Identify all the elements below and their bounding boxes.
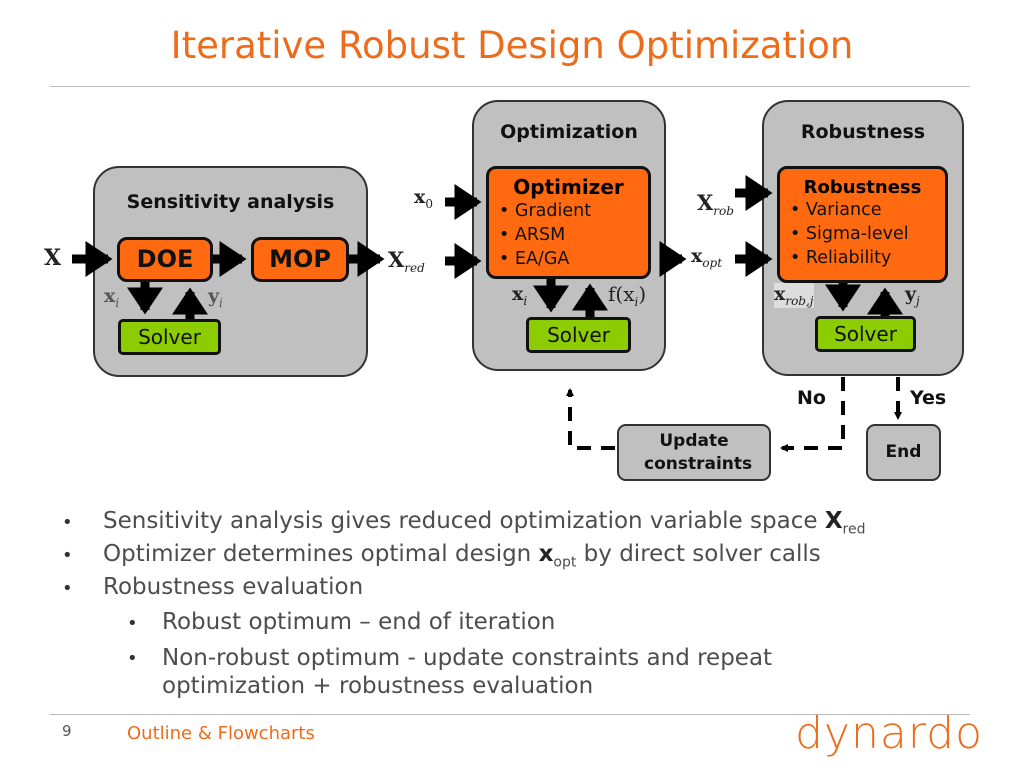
bullet-item: • Robustness evaluation [62, 574, 364, 600]
footer-section: Outline & Flowcharts [127, 723, 315, 744]
optimizer-item: • ARSM [499, 225, 566, 245]
optimizer-title: Optimizer [513, 175, 624, 199]
sub-bullet-item: • Non-robust optimum - update constraints… [127, 645, 773, 699]
no-label: No [797, 387, 826, 409]
opt-xi-label: xi [512, 283, 528, 308]
bullet-item: • Sensitivity analysis gives reduced opti… [62, 508, 866, 538]
yi-label: yi [208, 285, 223, 310]
page-number: 9 [62, 722, 72, 740]
footer-divider [50, 714, 970, 715]
robustness-item: • Variance [790, 200, 882, 220]
robustness-title: Robustness [800, 121, 926, 143]
optimization-title: Optimization [500, 121, 638, 143]
dynardo-logo: dynardo [795, 708, 983, 759]
xrob-label: Xrob [697, 190, 734, 219]
optimizer-block: Optimizer • Gradient • ARSM • EA/GA [486, 166, 651, 279]
optimization-solver: Solver [526, 317, 631, 353]
optimizer-item: • EA/GA [499, 249, 570, 269]
robustness-solver: Solver [815, 316, 916, 352]
doe-block: DOE [117, 237, 213, 282]
optimizer-item: • Gradient [499, 201, 592, 221]
x0-label: x0 [414, 186, 433, 211]
sensitivity-solver: Solver [118, 319, 221, 355]
end-box: End [866, 424, 941, 481]
xrobj-label: xrob,j [774, 283, 814, 308]
dashed-no-path [780, 377, 845, 452]
input-x-label: X [44, 245, 62, 271]
slide-title: Iterative Robust Design Optimization [170, 24, 854, 67]
robustness-item: • Reliability [790, 248, 892, 268]
bullet-item: • Optimizer determines optimal design xop… [62, 541, 821, 571]
dashed-feedback-path [566, 388, 615, 450]
xred-label: Xred [388, 247, 425, 276]
fxi-label: f(xi) [608, 282, 647, 309]
robustness-block: Robustness • Variance • Sigma-level • Re… [777, 166, 948, 283]
yj-label: yj [905, 283, 920, 308]
title-divider [50, 86, 970, 87]
yes-label: Yes [910, 387, 947, 409]
mop-block: MOP [251, 237, 349, 282]
xopt-label: xopt [691, 245, 723, 270]
sensitivity-title: Sensitivity analysis [126, 191, 335, 213]
fxi-label-main: f(x [608, 282, 635, 306]
sub-bullet-item: • Robust optimum – end of iteration [127, 609, 556, 635]
robustness-item: • Sigma-level [790, 224, 909, 244]
robustness-block-title: Robustness [803, 177, 922, 198]
xi-label: xi [104, 285, 120, 310]
update-constraints-box: Update constraints [617, 424, 771, 481]
